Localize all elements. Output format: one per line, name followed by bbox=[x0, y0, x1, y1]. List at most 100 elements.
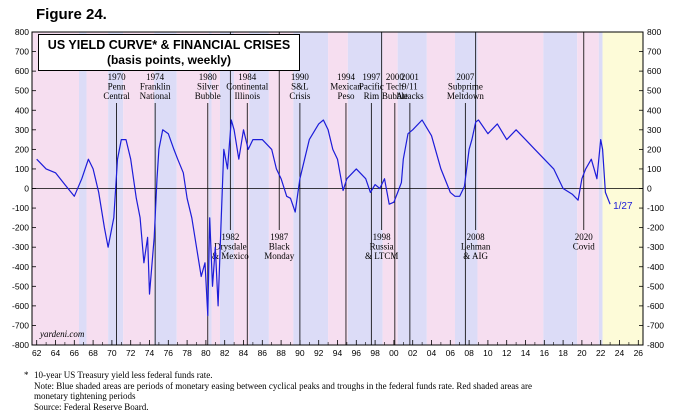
y-tick-label-right: -600 bbox=[647, 301, 664, 311]
y-tick-label-left: 200 bbox=[15, 144, 29, 154]
x-tick-label: 26 bbox=[634, 348, 644, 358]
event-label: Drysdale bbox=[214, 242, 247, 252]
y-tick-label-left: 700 bbox=[15, 47, 29, 57]
y-tick-label-left: -200 bbox=[12, 223, 29, 233]
y-tick-label-right: -100 bbox=[647, 203, 664, 213]
event-label: 2007 bbox=[456, 72, 475, 82]
footnote-note-cont: monetary tightening periods bbox=[34, 391, 136, 401]
event-label: Black bbox=[269, 242, 290, 252]
y-tick-label-right: 600 bbox=[647, 66, 661, 76]
event-label: Mexican bbox=[330, 82, 362, 92]
event-label: Subprime bbox=[448, 82, 483, 92]
footnote-note: Note: Blue shaded areas are periods of m… bbox=[34, 380, 533, 391]
event-label: Continental bbox=[226, 82, 268, 92]
event-label: 1982 bbox=[221, 232, 239, 242]
event-label: S&L bbox=[291, 82, 309, 92]
event-label: 1980 bbox=[199, 72, 218, 82]
x-tick-label: 64 bbox=[51, 348, 61, 358]
y-tick-label-left: -100 bbox=[12, 203, 29, 213]
watermark: yardeni.com bbox=[39, 329, 85, 339]
chart-subtitle: (basis points, weekly) bbox=[106, 53, 232, 67]
y-tick-label-left: -300 bbox=[12, 242, 29, 252]
y-tick-label-left: -600 bbox=[12, 301, 29, 311]
footnote-source: Source: Federal Reserve Board. bbox=[34, 401, 149, 412]
x-tick-label: 20 bbox=[577, 348, 587, 358]
y-tick-label-right: -500 bbox=[647, 281, 664, 291]
event-label: Covid bbox=[573, 242, 596, 252]
event-label: Bubble bbox=[382, 91, 408, 101]
event-label: Illinois bbox=[235, 91, 261, 101]
event-label: Russia bbox=[370, 242, 394, 252]
event-label: 1987 bbox=[270, 232, 289, 242]
x-tick-label: 84 bbox=[239, 348, 249, 358]
event-label: Penn bbox=[108, 82, 127, 92]
y-tick-label-left: 100 bbox=[15, 164, 29, 174]
x-tick-label: 88 bbox=[276, 348, 286, 358]
y-tick-label-right: -200 bbox=[647, 223, 664, 233]
event-label: Meltdown bbox=[447, 91, 484, 101]
figure-label: Figure 24. bbox=[36, 6, 107, 23]
y-tick-label-right: 200 bbox=[647, 144, 661, 154]
footnote-definition: 10-year US Treasury yield less federal f… bbox=[34, 370, 213, 380]
event-label: 2008 bbox=[467, 232, 486, 242]
event-label: & Mexico bbox=[212, 251, 249, 261]
y-tick-label-right: -300 bbox=[647, 242, 664, 252]
x-tick-label: 62 bbox=[32, 348, 42, 358]
y-tick-label-left: -500 bbox=[12, 281, 29, 291]
event-label: Crisis bbox=[289, 91, 311, 101]
y-tick-label-left: 800 bbox=[15, 27, 29, 37]
y-tick-label-left: 300 bbox=[15, 125, 29, 135]
chart-title-box: US YIELD CURVE* & FINANCIAL CRISES (basi… bbox=[38, 34, 300, 71]
x-tick-label: 06 bbox=[446, 348, 456, 358]
x-tick-label: 18 bbox=[558, 348, 568, 358]
y-tick-label-left: -800 bbox=[12, 340, 29, 350]
y-tick-label-right: -400 bbox=[647, 262, 664, 272]
event-label: 2000 bbox=[386, 72, 405, 82]
event-label: National bbox=[140, 91, 171, 101]
event-label: & AIG bbox=[463, 251, 488, 261]
footnotes: * 10-year US Treasury yield less federal… bbox=[24, 370, 664, 412]
event-label: 1974 bbox=[146, 72, 165, 82]
event-label: 2001 bbox=[401, 72, 419, 82]
event-label: 2020 bbox=[575, 232, 594, 242]
x-tick-label: 82 bbox=[220, 348, 230, 358]
x-tick-label: 92 bbox=[314, 348, 324, 358]
event-label: 9/11 bbox=[402, 82, 418, 92]
y-tick-label-left: -700 bbox=[12, 320, 29, 330]
x-tick-label: 24 bbox=[615, 348, 625, 358]
x-tick-label: 10 bbox=[483, 348, 493, 358]
event-label: Pacific bbox=[359, 82, 384, 92]
event-label: Peso bbox=[337, 91, 355, 101]
y-tick-label-left: 600 bbox=[15, 66, 29, 76]
event-label: Monday bbox=[264, 251, 294, 261]
x-tick-label: 90 bbox=[295, 348, 305, 358]
y-tick-label-left: 400 bbox=[15, 105, 29, 115]
x-tick-label: 72 bbox=[126, 348, 136, 358]
x-tick-label: 68 bbox=[88, 348, 98, 358]
event-label: 1984 bbox=[238, 72, 257, 82]
x-tick-label: 22 bbox=[596, 348, 606, 358]
x-tick-label: 98 bbox=[370, 348, 380, 358]
event-label: 1970 bbox=[108, 72, 127, 82]
x-tick-label: 00 bbox=[389, 348, 399, 358]
y-tick-label-left: 500 bbox=[15, 86, 29, 96]
x-tick-label: 12 bbox=[502, 348, 512, 358]
event-label: Bubble bbox=[195, 91, 221, 101]
x-tick-label: 78 bbox=[182, 348, 192, 358]
y-tick-label-right: -800 bbox=[647, 340, 664, 350]
footnote-marker: * bbox=[24, 370, 29, 380]
event-label: Tech bbox=[386, 82, 404, 92]
x-tick-label: 14 bbox=[521, 348, 531, 358]
event-label: Central bbox=[103, 91, 130, 101]
event-label: Franklin bbox=[140, 82, 171, 92]
x-tick-label: 96 bbox=[352, 348, 362, 358]
x-tick-label: 16 bbox=[540, 348, 550, 358]
y-tick-label-right: 400 bbox=[647, 105, 661, 115]
event-label: Lehman bbox=[461, 242, 491, 252]
x-tick-label: 70 bbox=[107, 348, 117, 358]
x-tick-label: 80 bbox=[201, 348, 211, 358]
y-tick-label-right: 800 bbox=[647, 27, 661, 37]
y-tick-label-right: 0 bbox=[647, 184, 652, 194]
x-tick-label: 66 bbox=[70, 348, 80, 358]
